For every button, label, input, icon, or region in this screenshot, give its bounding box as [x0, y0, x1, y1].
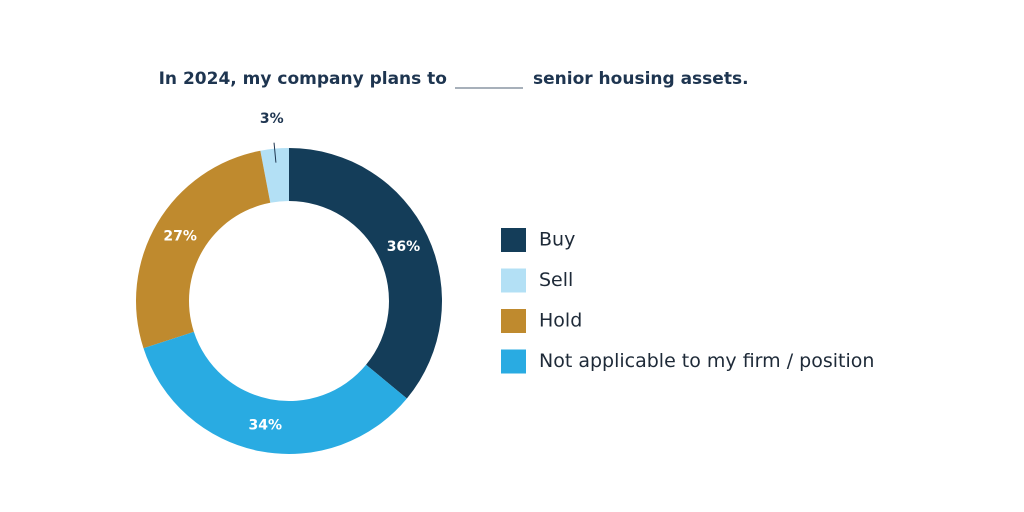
legend-label: Buy	[539, 229, 575, 251]
leader-line	[273, 142, 277, 163]
donut-slice	[260, 148, 289, 203]
legend-swatch	[501, 228, 526, 252]
data-label: 27%	[163, 229, 197, 245]
donut-slice	[143, 331, 407, 455]
chart-title: senior housing assets.	[533, 69, 749, 89]
data-label: 3%	[260, 111, 284, 127]
legend-label: Not applicable to my firm / position	[539, 350, 874, 372]
legend-label: Sell	[539, 269, 573, 291]
legend-swatch	[501, 349, 526, 374]
legend-label: Hold	[539, 310, 582, 332]
legend-swatch	[501, 309, 526, 333]
chart-title: In 2024, my company plans to	[159, 69, 447, 89]
donut-slice	[289, 148, 443, 399]
donut-slice	[136, 150, 271, 349]
data-label: 36%	[387, 239, 421, 255]
legend-swatch	[501, 268, 526, 293]
data-label: 34%	[249, 417, 283, 433]
